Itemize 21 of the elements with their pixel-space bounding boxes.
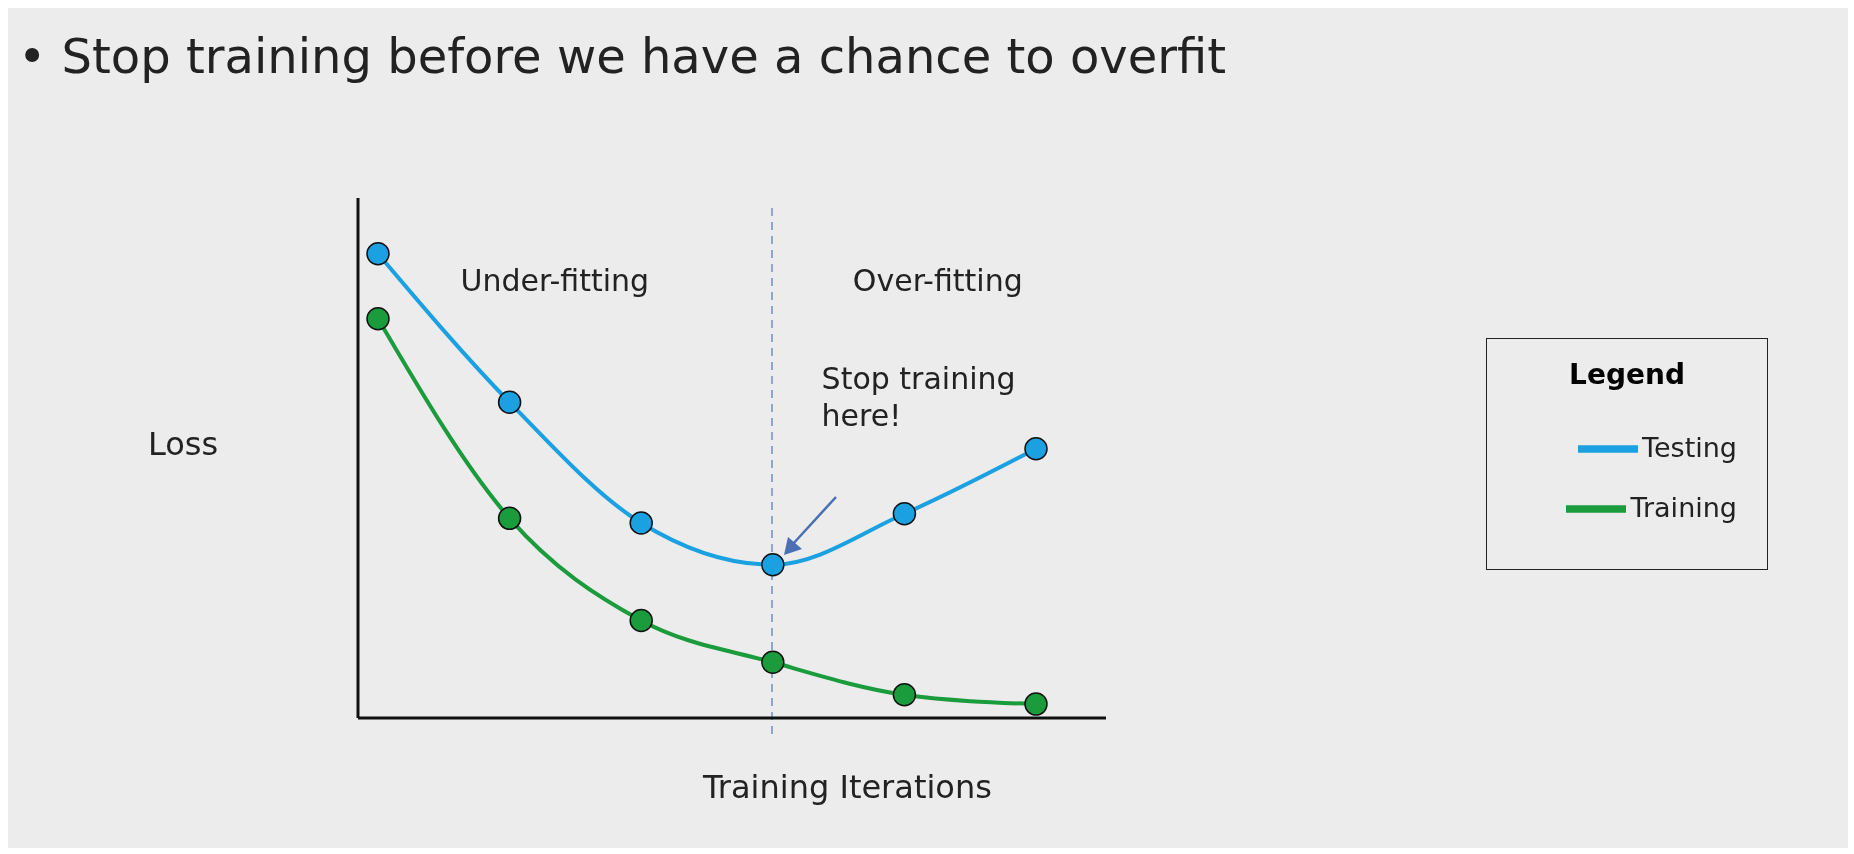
legend-title: Legend: [1568, 358, 1686, 391]
point: [892, 683, 917, 707]
annotation: Over-fitting: [852, 263, 1023, 298]
point: [629, 608, 653, 633]
y-axis-title: Loss: [148, 424, 219, 463]
point: [497, 390, 522, 415]
point: [1024, 436, 1048, 461]
point: [761, 650, 785, 675]
annotation: Stop training here!: [821, 359, 1017, 435]
point: [366, 306, 390, 331]
legend-label: Testing: [1642, 431, 1737, 463]
point: [1024, 692, 1048, 716]
point: [892, 501, 917, 526]
point: [366, 241, 390, 266]
legend-label: Training: [1630, 491, 1737, 523]
point: [497, 506, 522, 531]
point: [761, 553, 785, 577]
annotation: Under-fitting: [460, 263, 650, 298]
x-axis-title: Training Iterations: [703, 768, 992, 806]
point: [629, 511, 653, 535]
chart-title: • Stop training before we have a chance to overfit: [18, 28, 1227, 84]
